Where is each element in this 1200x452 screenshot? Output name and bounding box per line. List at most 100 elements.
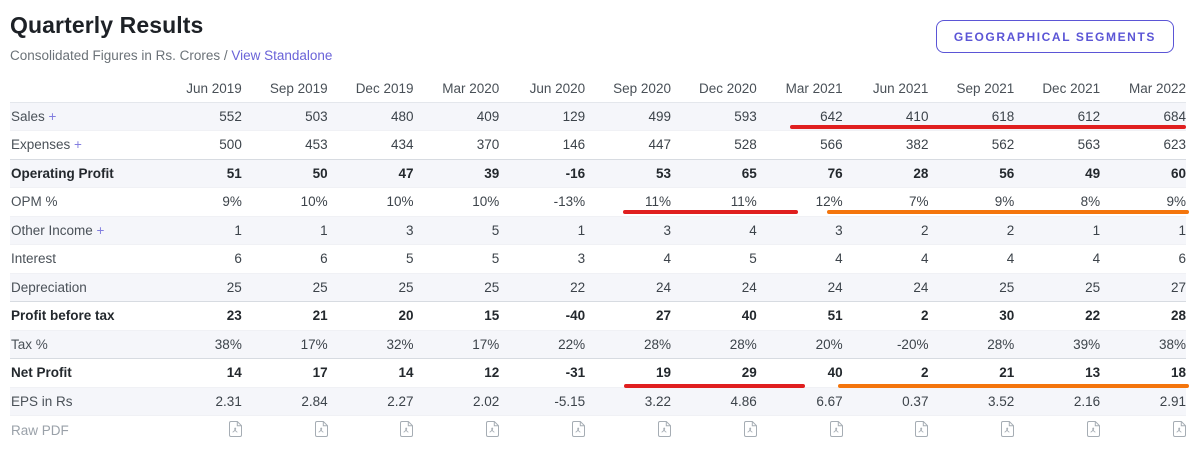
value-cell: 552 xyxy=(219,108,242,124)
value-cell: 25 xyxy=(1085,279,1101,295)
value-cell: 1 xyxy=(577,222,586,238)
value-cell: 11% xyxy=(730,194,757,210)
value-cell: 3 xyxy=(405,222,414,238)
value-cell: 4 xyxy=(1006,251,1015,267)
value-cell: -40 xyxy=(565,308,586,324)
pdf-file-icon xyxy=(400,420,414,437)
value-cell: 65 xyxy=(741,165,757,181)
raw-pdf-link[interactable] xyxy=(314,420,328,437)
value-cell: 39% xyxy=(1073,336,1101,352)
raw-pdf-link[interactable] xyxy=(1001,420,1015,437)
subtitle: Consolidated Figures in Rs. Crores / Vie… xyxy=(10,47,1186,64)
raw-pdf-link[interactable] xyxy=(400,420,414,437)
view-standalone-link[interactable]: View Standalone xyxy=(231,48,333,63)
row-label-cell: Sales + xyxy=(10,102,156,131)
row-label-cell: Net Profit xyxy=(10,359,156,388)
value-cell: 146 xyxy=(562,137,586,153)
value-cell: 2.91 xyxy=(1159,393,1186,409)
value-cell: 6 xyxy=(320,251,328,267)
raw-pdf-link[interactable] xyxy=(1087,420,1101,437)
row-label-cell: OPM % xyxy=(10,188,156,217)
value-cell: 21 xyxy=(999,365,1015,381)
value-cell: 10% xyxy=(386,194,414,210)
column-header: Jun 2021 xyxy=(872,81,929,97)
value-cell: 2.31 xyxy=(215,393,242,409)
column-header: Dec 2021 xyxy=(1042,81,1101,97)
pdf-cell xyxy=(242,416,328,445)
raw-pdf-link[interactable] xyxy=(915,420,929,437)
pdf-file-icon xyxy=(829,420,843,437)
row-label-cell: Profit before tax xyxy=(10,302,156,331)
pdf-file-icon xyxy=(486,420,500,437)
pdf-cell xyxy=(1014,416,1101,445)
row-label: Tax % xyxy=(11,336,48,352)
value-cell: 5 xyxy=(491,251,500,267)
expand-row-button[interactable]: + xyxy=(70,137,82,153)
value-cell: 3.52 xyxy=(988,393,1015,409)
opm-highlight-red-line xyxy=(623,210,798,214)
pdf-cell xyxy=(413,416,500,445)
value-cell: -20% xyxy=(896,336,929,352)
value-cell: 9% xyxy=(994,194,1015,210)
value-cell: 503 xyxy=(305,108,328,124)
value-cell: 2 xyxy=(920,308,929,324)
value-cell: 1 xyxy=(320,222,328,238)
value-cell: -31 xyxy=(565,365,586,381)
value-cell: 14 xyxy=(226,365,242,381)
pdf-file-icon xyxy=(657,420,671,437)
raw-pdf-link[interactable] xyxy=(486,420,500,437)
value-cell: 4 xyxy=(749,222,757,238)
value-cell: 47 xyxy=(398,165,414,181)
geographical-segments-button[interactable]: GEOGRAPHICAL SEGMENTS xyxy=(935,20,1174,53)
pdf-file-icon xyxy=(1173,420,1186,437)
raw-pdf-link[interactable] xyxy=(1173,420,1186,437)
expand-row-button[interactable]: + xyxy=(92,222,105,238)
value-cell: 0.37 xyxy=(902,393,929,409)
raw-pdf-link[interactable] xyxy=(228,420,242,437)
results-table-body: Sales +552 503 480 409 129 499 593 642 410 618 612… xyxy=(10,102,1186,444)
value-cell: 8% xyxy=(1080,194,1101,210)
value-cell: 528 xyxy=(734,137,757,153)
value-cell: 9% xyxy=(222,194,242,210)
row-label-header xyxy=(10,76,156,102)
netprofit-highlight-red-line xyxy=(624,384,805,388)
column-header: Jun 2019 xyxy=(186,81,242,97)
value-cell: 5 xyxy=(405,251,414,267)
value-cell: 563 xyxy=(1077,137,1101,153)
value-cell: 593 xyxy=(734,108,757,124)
value-cell: 370 xyxy=(476,137,500,153)
raw-pdf-link[interactable] xyxy=(572,420,586,437)
raw-pdf-link[interactable] xyxy=(657,420,671,437)
value-cell: 25 xyxy=(226,279,242,295)
value-cell: 24 xyxy=(741,279,757,295)
value-cell: 129 xyxy=(562,108,586,124)
value-cell: 39 xyxy=(484,165,500,181)
pdf-cell xyxy=(585,416,671,445)
row-label: OPM % xyxy=(11,194,58,210)
value-cell: 434 xyxy=(390,137,414,153)
pdf-file-icon xyxy=(915,420,929,437)
value-cell: 618 xyxy=(991,108,1015,124)
value-cell: 10% xyxy=(472,194,500,210)
row-label: Operating Profit xyxy=(11,165,114,181)
raw-pdf-link[interactable] xyxy=(829,420,843,437)
pdf-file-icon xyxy=(1087,420,1101,437)
value-cell: 17 xyxy=(312,365,328,381)
value-cell: 51 xyxy=(827,308,843,324)
raw-pdf-link[interactable] xyxy=(743,420,757,437)
value-cell: 623 xyxy=(1163,137,1186,153)
row-label: Other Income xyxy=(11,222,93,238)
page-title: Quarterly Results xyxy=(10,12,204,38)
row-label-cell: EPS in Rs xyxy=(10,387,156,416)
value-cell: 27 xyxy=(655,308,671,324)
value-cell: 4 xyxy=(663,251,671,267)
value-cell: 3 xyxy=(663,222,671,238)
value-cell: 2.27 xyxy=(387,393,414,409)
value-cell: 30 xyxy=(999,308,1015,324)
expand-row-button[interactable]: + xyxy=(44,108,57,124)
pdf-cell xyxy=(156,416,242,445)
pdf-file-icon xyxy=(228,420,242,437)
value-cell: 23 xyxy=(226,308,242,324)
value-cell: 40 xyxy=(827,365,843,381)
value-cell: 25 xyxy=(398,279,414,295)
